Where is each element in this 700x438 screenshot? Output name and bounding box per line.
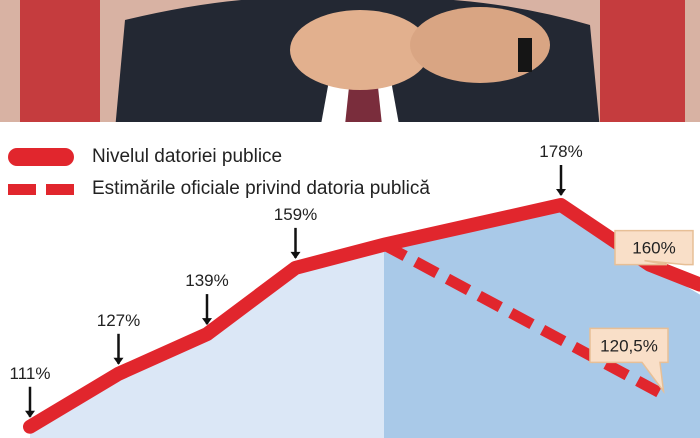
legend-item-estimate: Estimările oficiale privind datoria publ… <box>8 178 430 200</box>
data-label: 139% <box>185 271 228 290</box>
data-label-arrow <box>556 189 566 196</box>
data-label: 159% <box>274 205 317 224</box>
series-line-estimate <box>381 239 668 401</box>
header-photo <box>0 0 700 130</box>
photo-right-panel <box>600 0 685 122</box>
legend-swatch-dashed <box>8 183 74 195</box>
legend-label-estimate: Estimările oficiale privind datoria publ… <box>92 178 430 199</box>
photo-left-panel <box>20 0 100 122</box>
data-label: 178% <box>539 142 582 161</box>
data-label-arrow <box>290 251 301 259</box>
data-label: 127% <box>97 311 140 330</box>
data-label: 111% <box>10 364 51 383</box>
callout-160-box <box>614 229 694 266</box>
data-label-arrow <box>202 318 212 326</box>
legend-swatch-solid <box>8 148 74 166</box>
photo-hand-left <box>290 10 430 90</box>
photo-watch <box>518 38 532 72</box>
photo-hand-right <box>410 7 550 83</box>
legend-item-actual: Nivelul datoriei publice <box>8 146 282 168</box>
legend-label-actual: Nivelul datoriei publice <box>92 146 283 167</box>
data-label-arrow <box>113 357 124 365</box>
data-label-arrow <box>25 410 35 418</box>
photo-bottom-border <box>0 122 700 130</box>
callout-120-box <box>589 327 669 395</box>
callout-160: 160% <box>632 239 675 258</box>
callout-120: 120,5% <box>600 336 658 355</box>
